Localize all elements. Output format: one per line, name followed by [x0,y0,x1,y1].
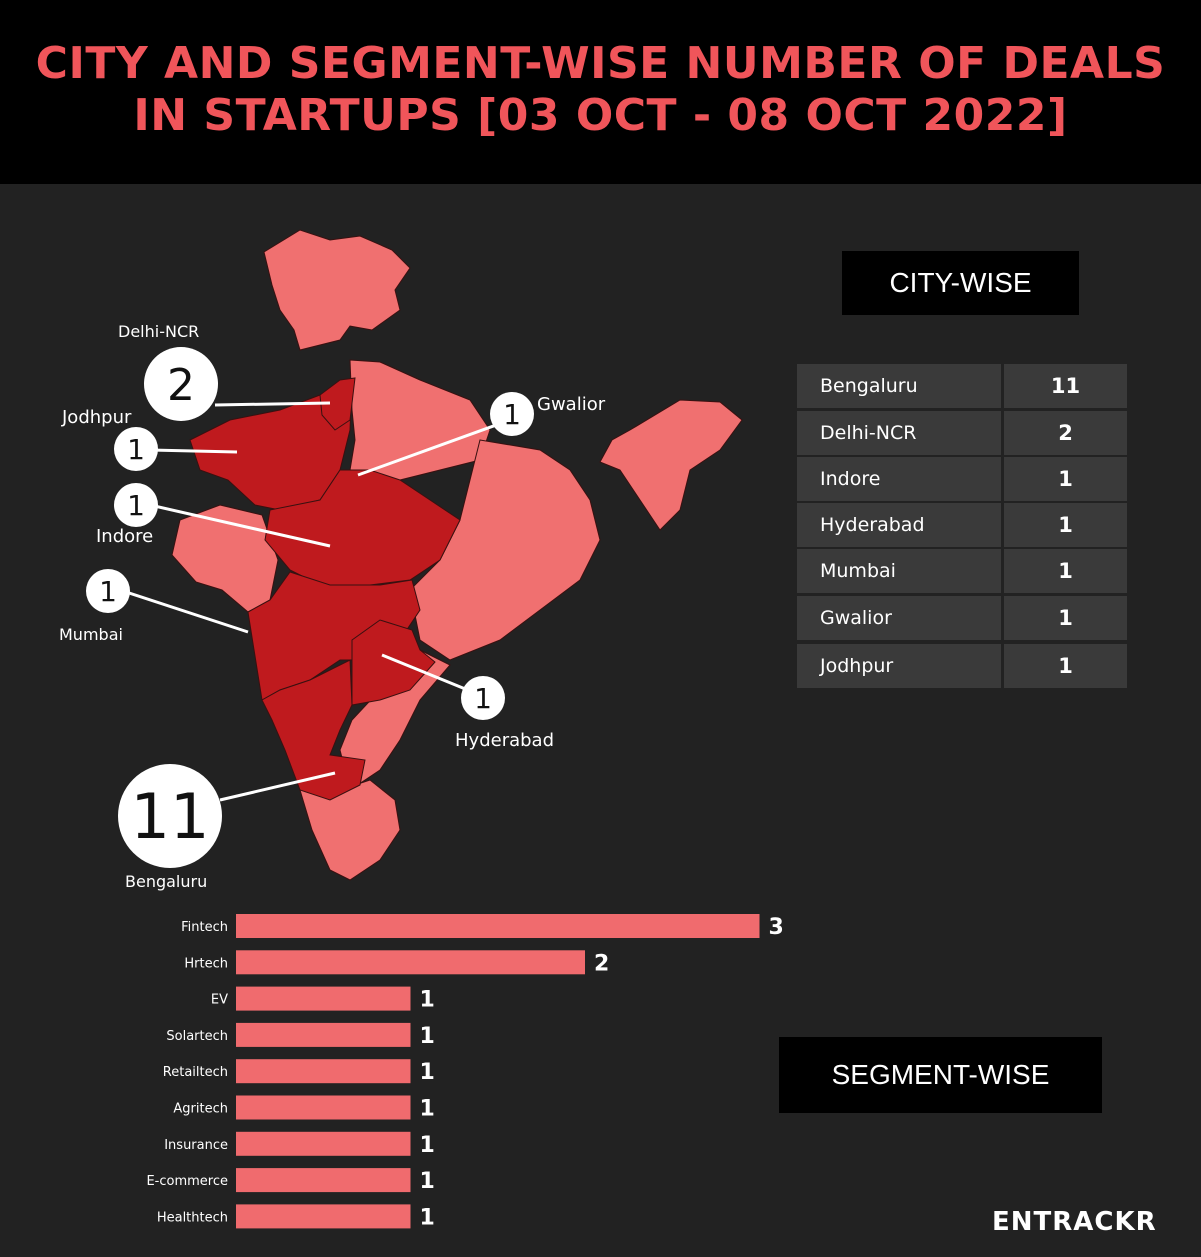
map-label-hyderabad: Hyderabad [455,730,554,751]
city-row: Gwalior 1 [797,596,1127,640]
city-row: Indore 1 [797,457,1127,501]
map-regions [171,229,743,881]
callout-gwalior-circle [490,392,534,436]
callout-mumbai-value: 1 [99,575,117,608]
city-deals: 1 [1004,503,1127,547]
city-deals: 1 [1004,596,1127,640]
callout-bengaluru-circle [118,764,222,868]
city-name: Hyderabad [797,503,1001,547]
map-label-indore: Indore [96,526,154,547]
region-east [409,439,601,661]
callout-indore-value: 1 [127,489,145,522]
city-row: Bengaluru 11 [797,364,1127,408]
callout-jodhpur-value: 1 [127,433,145,466]
callout-values: 2 1 1 1 1 1 11 [99,360,521,853]
region-south-east [339,649,451,791]
city-row: Mumbai 1 [797,549,1127,593]
map-label-bengaluru: Bengaluru [125,872,208,891]
city-row: Delhi-NCR 2 [797,411,1127,455]
callout-indore-circle [114,483,158,527]
city-name: Jodhpur [797,644,1001,688]
city-name: Indore [797,457,1001,501]
city-deals: 2 [1004,411,1127,455]
callout-hyderabad-value: 1 [474,682,492,715]
segment-wise-heading: SEGMENT-WISE [779,1037,1102,1113]
city-deals: 11 [1004,364,1127,408]
map-label-jodhpur: Jodhpur [62,407,132,428]
callout-circles [86,347,534,868]
city-wise-heading: CITY-WISE [842,251,1079,315]
city-name: Bengaluru [797,364,1001,408]
city-name: Gwalior [797,596,1001,640]
map-label-mumbai: Mumbai [59,625,123,644]
title-line-1: CITY AND SEGMENT-WISE NUMBER OF DEALS [35,38,1166,89]
callout-jodhpur-circle [114,427,158,471]
region-telangana [351,619,436,706]
page-title: CITY AND SEGMENT-WISE NUMBER OF DEALS IN… [0,38,1201,142]
city-deals: 1 [1004,457,1127,501]
region-up [349,359,491,491]
header-banner: CITY AND SEGMENT-WISE NUMBER OF DEALS IN… [0,0,1201,184]
callout-hyderabad-circle [461,676,505,720]
callout-delhi-value: 2 [167,360,195,411]
callout-delhi-circle [144,347,218,421]
city-deals: 1 [1004,549,1127,593]
city-name: Delhi-NCR [797,411,1001,455]
title-line-2: IN STARTUPS [03 OCT - 08 OCT 2022] [133,90,1068,141]
city-deals: 1 [1004,644,1127,688]
city-row: Jodhpur 1 [797,644,1127,688]
city-row: Hyderabad 1 [797,503,1127,547]
city-name: Mumbai [797,549,1001,593]
map-label-delhi: Delhi-NCR [118,322,200,341]
entrackr-logo: ENTRACKR [992,1207,1157,1237]
callout-gwalior-value: 1 [503,398,521,431]
region-karnataka [261,659,366,801]
map-label-gwalior: Gwalior [537,394,606,415]
callout-bengaluru-value: 11 [131,780,210,853]
region-mp [264,469,461,586]
callout-mumbai-circle [86,569,130,613]
region-delhi [319,377,356,431]
region-northeast [599,399,743,531]
region-north [263,229,411,351]
